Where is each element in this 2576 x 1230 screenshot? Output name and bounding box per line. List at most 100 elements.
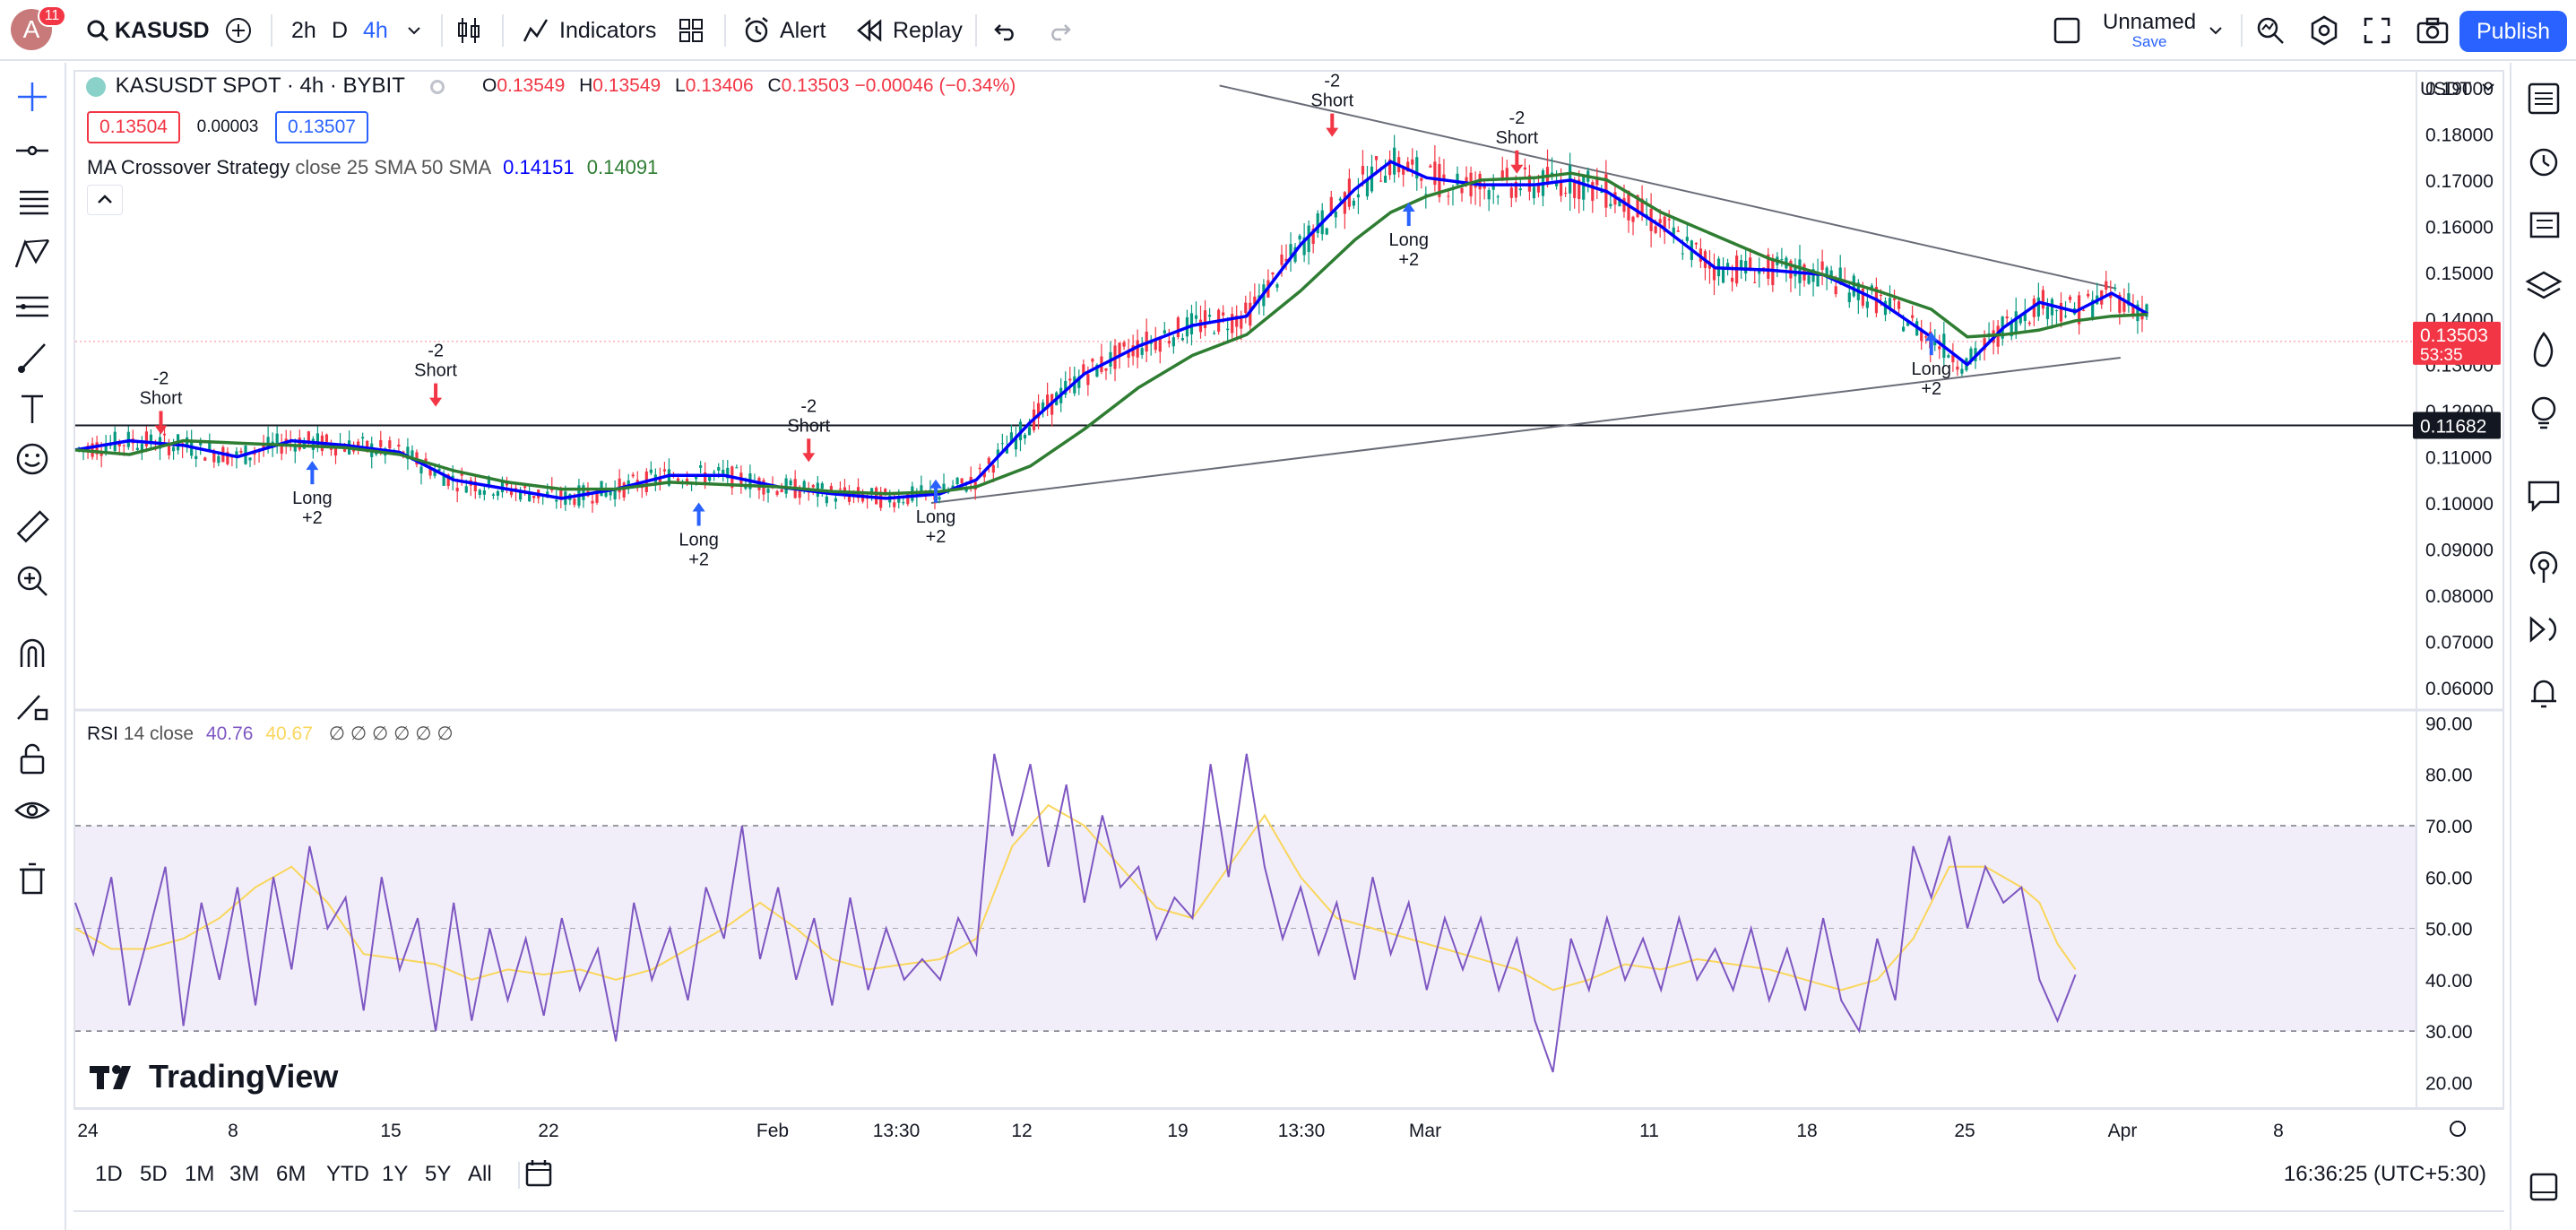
divider xyxy=(518,1162,520,1189)
snapshot-button[interactable] xyxy=(2416,0,2449,61)
alerts-button[interactable] xyxy=(2524,142,2563,181)
buy-price-button[interactable]: 0.13507 xyxy=(275,111,368,143)
candle-body xyxy=(1180,338,1185,341)
undo-button[interactable] xyxy=(993,0,1018,61)
interval-2h[interactable]: 2h xyxy=(291,17,316,43)
time-tick-label: 13:30 xyxy=(1278,1121,1326,1141)
candle-body xyxy=(171,446,176,452)
quick-search-button[interactable] xyxy=(2255,0,2286,61)
candle-body xyxy=(1429,165,1432,168)
candle-body xyxy=(982,472,986,478)
divider xyxy=(724,14,726,47)
replay-button[interactable]: Replay xyxy=(855,0,963,61)
redo-button[interactable] xyxy=(1047,0,1072,61)
brush-tool[interactable] xyxy=(13,337,52,377)
candle-body xyxy=(1352,200,1356,206)
crosshair-icon xyxy=(18,82,47,111)
signal-label-top: -2 xyxy=(1324,72,1340,91)
delete-tool[interactable] xyxy=(13,859,52,898)
object-tree-button[interactable] xyxy=(2524,204,2563,244)
alert-button[interactable]: Alert xyxy=(742,0,826,61)
symbol-search[interactable]: KASUSD xyxy=(86,0,210,61)
interval-dropdown[interactable] xyxy=(405,0,423,61)
trend-line-tool[interactable] xyxy=(13,131,52,170)
ideas-button[interactable] xyxy=(2524,393,2563,432)
crosshair-tool[interactable] xyxy=(13,77,52,117)
magnet-tool[interactable] xyxy=(13,633,52,672)
chat-icon xyxy=(2528,481,2560,513)
collapse-legend-button[interactable] xyxy=(87,185,123,215)
sell-price-button[interactable]: 0.13504 xyxy=(87,111,180,143)
candle-body xyxy=(2118,294,2122,313)
layout-name[interactable]: Unnamed Save xyxy=(2103,0,2196,61)
price-tick-label: 0.19000 xyxy=(2425,79,2494,100)
lock-tool[interactable] xyxy=(13,739,52,778)
range-6m[interactable]: 6M xyxy=(276,1162,307,1186)
time-tick-label: 18 xyxy=(1796,1121,1817,1141)
range-1y[interactable]: 1Y xyxy=(382,1162,409,1186)
range-1m[interactable]: 1M xyxy=(185,1162,215,1186)
layout-dropdown[interactable] xyxy=(2207,0,2225,61)
emoji-tool[interactable] xyxy=(13,439,52,479)
interval-4h[interactable]: 4h xyxy=(363,17,388,43)
range-5d[interactable]: 5D xyxy=(140,1162,168,1186)
range-3m[interactable]: 3M xyxy=(229,1162,260,1186)
publish-button[interactable]: Publish xyxy=(2459,11,2567,52)
range-1d[interactable]: 1D xyxy=(95,1162,123,1186)
range-ytd[interactable]: YTD xyxy=(326,1162,369,1186)
candle-body xyxy=(1987,333,1991,334)
measure-tool[interactable] xyxy=(13,507,52,547)
candle-body xyxy=(820,483,824,489)
help-button[interactable] xyxy=(2524,1167,2563,1207)
short-arrow-icon xyxy=(1510,164,1524,174)
fib-tool[interactable] xyxy=(13,183,52,222)
notifications-button[interactable] xyxy=(2524,672,2563,712)
indicators-button[interactable]: Indicators xyxy=(522,0,656,61)
pattern-icon xyxy=(14,238,50,268)
data-window-button[interactable] xyxy=(2524,267,2563,307)
save-label: Save xyxy=(2131,33,2167,50)
compare-symbol-button[interactable] xyxy=(224,0,253,61)
candle-body xyxy=(298,437,301,450)
goto-date-button[interactable] xyxy=(522,1158,554,1193)
interval-d[interactable]: D xyxy=(332,17,349,43)
templates-button[interactable] xyxy=(678,0,705,61)
candle-body xyxy=(375,452,378,455)
layout-menu[interactable] xyxy=(2053,0,2081,61)
candle-body xyxy=(1658,219,1662,223)
signal-label-top: Long xyxy=(292,489,333,508)
chart-type-button[interactable] xyxy=(455,0,482,61)
symbol-legend[interactable]: KASUSDT SPOT · 4h · BYBIT xyxy=(86,74,445,99)
price-tick-label: 0.11000 xyxy=(2425,448,2492,469)
chevron-down-icon xyxy=(2482,83,2494,91)
watchlist-button[interactable] xyxy=(2524,79,2563,118)
rsi-legend[interactable]: RSI 14 close 40.76 40.67 ∅ ∅ ∅ ∅ ∅ ∅ xyxy=(87,723,454,745)
settings-button[interactable] xyxy=(2309,0,2339,61)
camera-icon xyxy=(2416,17,2449,44)
range-all[interactable]: All xyxy=(468,1162,492,1186)
candle-body xyxy=(2041,290,2044,309)
stay-drawing-tool[interactable] xyxy=(13,687,52,726)
tradingview-logo[interactable]: TradingView xyxy=(90,1058,338,1096)
fullscreen-button[interactable] xyxy=(2363,0,2391,61)
candle-body xyxy=(1334,211,1337,218)
right-sidebar xyxy=(2510,63,2576,1230)
strategy-legend[interactable]: MA Crossover Strategy close 25 SMA 50 SM… xyxy=(87,156,658,179)
time-tick-label: 24 xyxy=(77,1121,99,1141)
streams-button[interactable] xyxy=(2524,547,2563,586)
chats-button[interactable] xyxy=(2524,475,2563,515)
zoom-tool[interactable] xyxy=(13,561,52,601)
clock[interactable]: 16:36:25 (UTC+5:30) xyxy=(2283,1162,2486,1186)
calendar-button[interactable] xyxy=(2524,610,2563,649)
text-tool[interactable] xyxy=(13,389,52,429)
candle-body xyxy=(1284,258,1288,262)
pattern-tool[interactable] xyxy=(13,235,52,274)
hide-tool[interactable] xyxy=(13,791,52,830)
candle-body xyxy=(518,491,523,500)
candle-body xyxy=(1730,277,1734,282)
forecast-tool[interactable] xyxy=(13,287,52,326)
hotlists-button[interactable] xyxy=(2524,330,2563,369)
range-5y[interactable]: 5Y xyxy=(425,1162,452,1186)
candle-body xyxy=(455,488,459,492)
